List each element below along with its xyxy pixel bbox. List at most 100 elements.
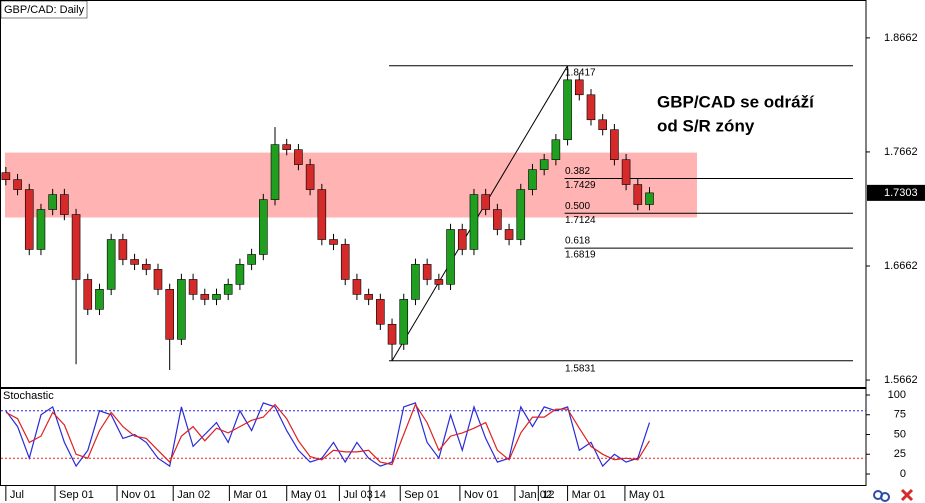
candle-body	[376, 299, 385, 325]
fib-low-label: 1.5831	[565, 363, 596, 374]
stochastic-title: Stochastic	[3, 390, 54, 402]
candle-body	[411, 264, 420, 300]
candle-body	[457, 229, 467, 250]
x-tick-label: Mar 01	[572, 489, 606, 501]
candle-body	[645, 192, 654, 205]
candle-body	[118, 239, 128, 260]
fib-ratio-label: 0.618	[565, 236, 590, 247]
y-tick-label: 1.5662	[884, 374, 918, 386]
candle-body	[60, 194, 69, 215]
candle-body	[153, 269, 163, 290]
candle-body	[177, 279, 186, 340]
candle-body	[574, 79, 584, 96]
y-tick-label: 0	[900, 468, 906, 480]
candle-body	[446, 229, 455, 285]
y-tick-label: 1.6662	[884, 260, 918, 272]
x-tick-label: 12	[542, 489, 554, 501]
candle-body	[340, 244, 350, 280]
candle-body	[551, 139, 561, 160]
fib-ratio-label: 0.382	[565, 166, 590, 177]
y-tick-label: 1.7662	[884, 146, 918, 158]
title-box	[0, 0, 88, 19]
y-tick-label: 1.8662	[884, 32, 918, 44]
fib-value-label: 1.6819	[565, 250, 596, 261]
candle-body	[586, 94, 596, 121]
x-tick-label: Sep 01	[59, 489, 94, 501]
candle-body	[270, 144, 280, 200]
candle-body	[305, 164, 315, 190]
y-tick-label: 75	[894, 409, 906, 421]
candle-body	[621, 159, 631, 185]
x-tick-label: Jan 02	[177, 489, 210, 501]
x-tick-label: Jan 02	[519, 489, 552, 501]
candle-body	[434, 279, 444, 285]
candle-body	[130, 259, 139, 265]
candle-body	[422, 264, 432, 280]
candle-body	[235, 264, 245, 285]
x-tick-label: Nov 01	[464, 489, 499, 501]
candle-body	[528, 169, 537, 190]
candle-body	[71, 214, 81, 280]
candle-body	[563, 79, 572, 141]
y-tick-label: 25	[894, 448, 906, 460]
candle-body	[399, 299, 409, 345]
y-tick-label: 50	[894, 428, 906, 440]
candle-body	[223, 284, 233, 295]
current-price-box	[867, 184, 925, 201]
candle-body	[36, 209, 46, 250]
x-tick-label: Sep 01	[404, 489, 439, 501]
annotation: GBP/CAD se odráží	[657, 92, 815, 111]
candle-body	[141, 264, 151, 270]
x-tick-label: Mar 01	[233, 489, 267, 501]
candle-body	[259, 199, 268, 255]
x-tick-label: 14	[374, 489, 386, 501]
fib-high-label: 1.8417	[565, 67, 596, 78]
candle-body	[516, 189, 526, 240]
candle-body	[282, 144, 292, 150]
candle-body	[598, 119, 607, 130]
candle-body	[247, 254, 256, 265]
chart-title: GBP/CAD: Daily	[4, 4, 85, 16]
stochastic-line	[5, 402, 651, 468]
candle-body	[539, 159, 549, 170]
candle-body	[352, 279, 362, 295]
candle-body	[1, 172, 11, 180]
candle-body	[633, 184, 643, 205]
candle-body	[165, 289, 174, 340]
candle-body	[469, 194, 479, 250]
fib-ratio-label: 0.500	[565, 201, 590, 212]
sr-zone	[5, 152, 697, 218]
x-tick-label: Nov 01	[121, 489, 156, 501]
y-tick-label: 100	[888, 389, 906, 401]
candle-body	[294, 149, 303, 165]
fib-trend-line	[391, 65, 569, 362]
candle-body	[83, 279, 93, 310]
candle-body	[610, 129, 619, 160]
stochastic-line	[5, 403, 651, 466]
candle-body	[48, 194, 57, 210]
link-icon-part	[880, 492, 890, 502]
candle-body	[364, 294, 373, 300]
fib-value-label: 1.7429	[565, 180, 596, 191]
candle-body	[504, 229, 514, 240]
candle-body	[106, 239, 116, 290]
x-tick-label: Jul	[10, 489, 24, 501]
x-tick-label: Jul 03	[343, 489, 372, 501]
candle-body	[24, 189, 34, 250]
candle-body	[329, 239, 338, 245]
title-box	[1, 389, 57, 404]
close-icon[interactable]	[900, 488, 914, 502]
candle-body	[387, 323, 397, 345]
candle-body	[200, 294, 210, 300]
candle-body	[13, 179, 22, 190]
candle-body	[317, 189, 327, 240]
candle-body	[493, 209, 502, 230]
candle-body	[212, 294, 221, 300]
current-price-label: 1.7303	[884, 187, 918, 199]
candle-body	[95, 289, 104, 310]
annotation: od S/R zóny	[657, 116, 755, 135]
candle-body	[188, 279, 198, 295]
x-tick-label: May 01	[629, 489, 665, 501]
